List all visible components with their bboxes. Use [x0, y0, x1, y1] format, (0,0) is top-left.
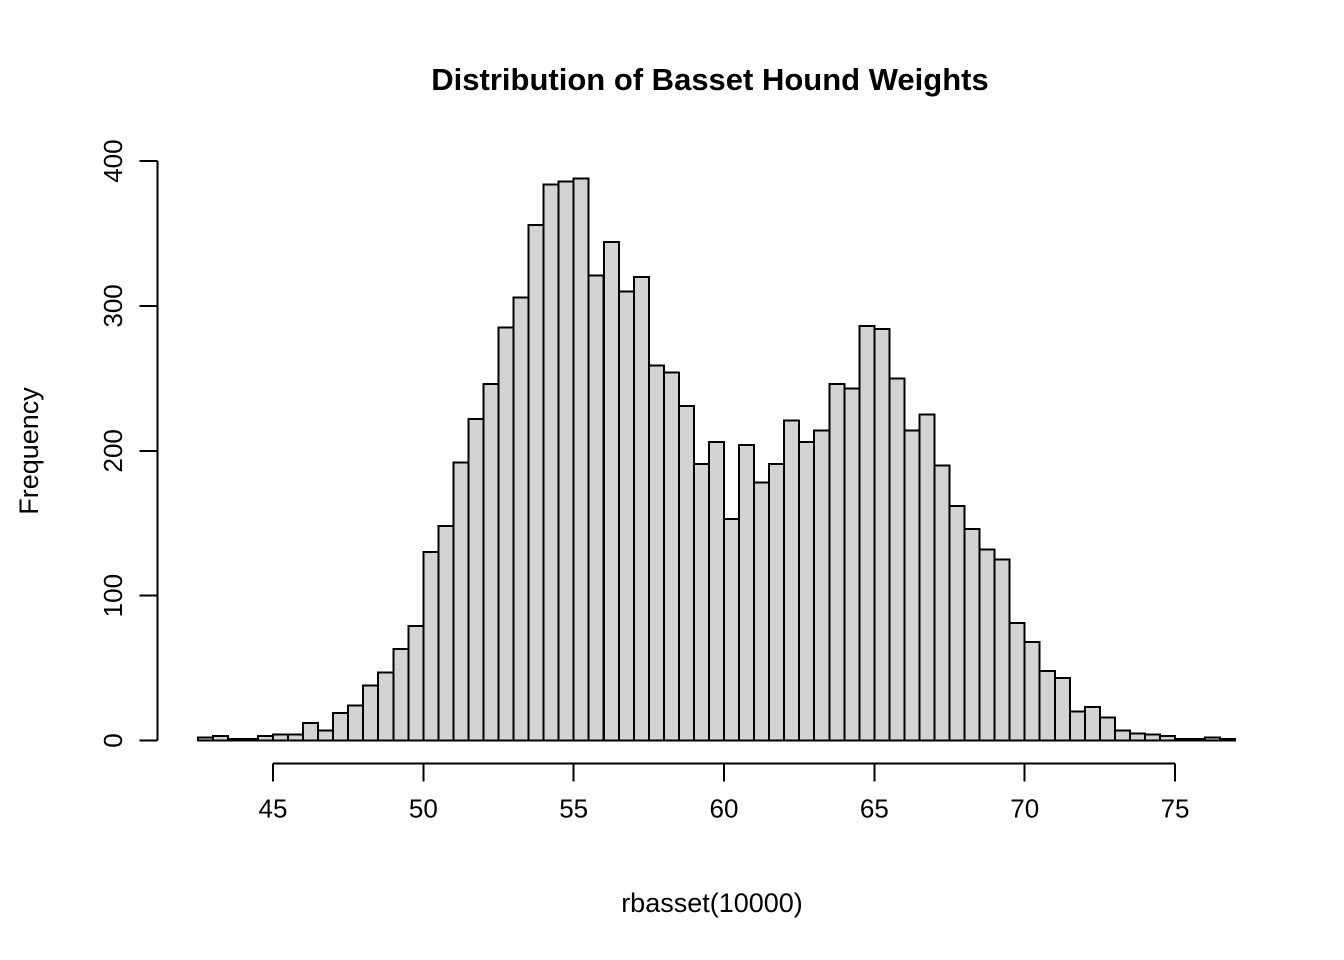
histogram-bar — [287, 733, 305, 742]
x-tick-label: 70 — [1010, 794, 1039, 824]
histogram-bar — [1083, 706, 1101, 742]
histogram-bar — [798, 441, 816, 742]
histogram-bar — [707, 441, 726, 742]
histogram-bar — [858, 325, 876, 742]
histogram-bar — [557, 180, 575, 742]
histogram-bar — [1068, 710, 1086, 742]
histogram-bar — [783, 419, 801, 742]
histogram-bar — [662, 371, 680, 742]
histogram-bar — [572, 177, 590, 742]
histogram-bar — [692, 462, 710, 742]
histogram-bar — [362, 684, 380, 742]
histogram-bar — [377, 671, 395, 742]
histogram-bar — [512, 296, 530, 742]
histogram-bar — [768, 462, 786, 742]
histogram-bar — [497, 326, 515, 742]
histogram-bar — [241, 738, 259, 742]
histogram-bar — [587, 274, 605, 742]
histogram-bar — [527, 223, 545, 742]
histogram-bar — [993, 558, 1011, 742]
histogram-bar — [542, 183, 560, 742]
histogram-bar — [677, 404, 695, 742]
y-tick-label: 200 — [98, 429, 128, 472]
histogram-bar — [828, 383, 846, 742]
x-tick-label: 45 — [259, 794, 288, 824]
histogram-bar — [452, 461, 470, 742]
histogram-bar — [888, 377, 906, 742]
histogram-bar — [332, 711, 350, 742]
histogram-bar — [272, 733, 290, 742]
histogram-bar — [903, 429, 921, 742]
histogram-bar — [1159, 735, 1177, 742]
histogram-bar — [918, 413, 936, 742]
histogram-bar — [753, 481, 771, 742]
histogram-bar — [1204, 736, 1222, 742]
histogram-bar — [843, 387, 861, 742]
bars-group — [196, 177, 1237, 742]
histogram-bar — [317, 729, 335, 742]
histogram-bar — [437, 525, 455, 742]
x-tick-label: 65 — [860, 794, 889, 824]
tick-labels-group: 0 100 200 300 400 45 50 55 60 65 70 75 — [98, 139, 1190, 823]
histogram-bar — [978, 548, 996, 742]
x-axis-label: rbasset(10000) — [621, 888, 803, 918]
histogram-bar — [873, 328, 891, 742]
histogram-bar — [647, 364, 665, 742]
y-axis-label: Frequency — [14, 387, 44, 515]
y-tick-label: 300 — [98, 284, 128, 327]
y-tick-label: 400 — [98, 139, 128, 182]
histogram-bar — [1113, 729, 1131, 742]
histogram-bar — [347, 704, 365, 742]
histogram-bar — [407, 625, 425, 742]
histogram-bar — [1053, 677, 1071, 742]
histogram-bar — [933, 464, 951, 742]
histogram-bar — [813, 429, 831, 742]
histogram-bar — [211, 735, 229, 742]
histogram-bar — [1219, 738, 1237, 742]
histogram-bar — [617, 290, 635, 742]
histogram-bar — [392, 648, 410, 742]
histogram-bar — [1174, 738, 1192, 742]
histogram-bar — [738, 444, 756, 742]
histogram-bar — [1189, 738, 1207, 742]
x-tick-label: 75 — [1161, 794, 1190, 824]
y-tick-label: 100 — [98, 574, 128, 617]
x-tick-label: 55 — [559, 794, 588, 824]
chart-title: Distribution of Basset Hound Weights — [431, 62, 988, 97]
axes-group — [139, 160, 1177, 782]
x-tick-label: 50 — [409, 794, 438, 824]
histogram-bar — [482, 383, 500, 742]
histogram-bar — [1038, 669, 1056, 742]
histogram-bar — [963, 528, 981, 742]
histogram-bar — [602, 241, 620, 742]
histogram-bar — [226, 738, 244, 742]
histogram-bar — [948, 504, 966, 742]
histogram-bar — [467, 417, 485, 742]
histogram-bar — [422, 551, 440, 742]
histogram-bar — [1128, 732, 1146, 742]
histogram-bar — [723, 517, 741, 742]
x-tick-label: 60 — [710, 794, 739, 824]
histogram-bar — [196, 736, 214, 742]
histogram-bar — [256, 735, 275, 742]
histogram-bar — [1008, 622, 1026, 742]
histogram-bar — [1098, 716, 1116, 742]
histogram-bar — [1023, 641, 1041, 742]
histogram-bar — [302, 722, 320, 742]
histogram-bar — [1143, 733, 1161, 742]
histogram-bar — [632, 275, 650, 742]
y-tick-label: 0 — [98, 733, 128, 747]
